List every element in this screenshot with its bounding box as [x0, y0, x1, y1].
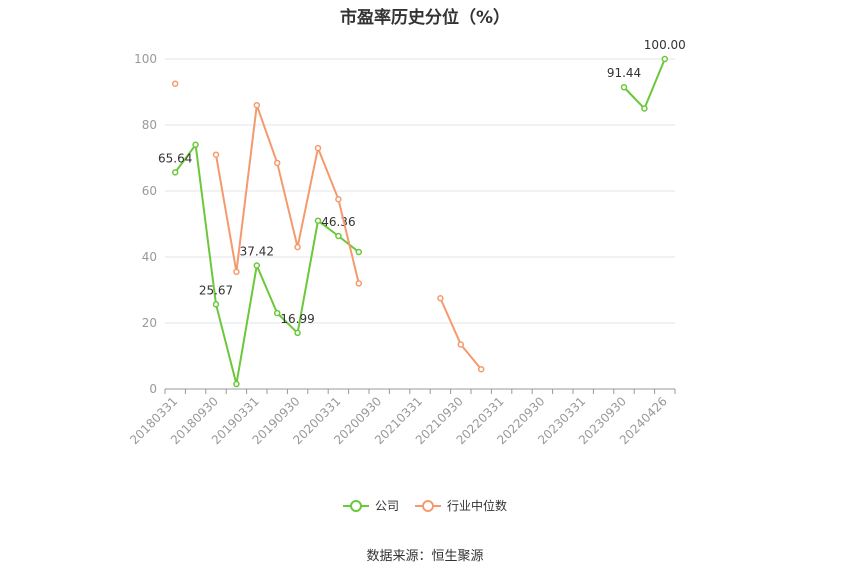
y-tick-label: 40 — [142, 250, 157, 264]
legend-label-company: 公司 — [374, 499, 399, 513]
data-point-industry-median — [233, 268, 240, 276]
data-label-company: 25.67 — [199, 283, 233, 297]
data-label-company: 65.64 — [158, 151, 192, 165]
data-point-industry-median — [171, 80, 179, 87]
data-point-company — [171, 169, 179, 176]
series-line-industry-median — [439, 297, 482, 370]
data-point-company — [253, 262, 261, 269]
data-label-company: 91.44 — [607, 66, 641, 80]
data-point-company — [355, 248, 363, 256]
data-point-industry-median — [273, 159, 281, 167]
data-point-company — [661, 55, 669, 63]
data-point-company — [212, 301, 220, 308]
data-point-company — [233, 380, 240, 388]
data-point-industry-median — [477, 365, 485, 373]
data-point-industry-median — [212, 151, 220, 158]
y-tick-label: 60 — [142, 184, 157, 198]
data-point-industry-median — [457, 341, 465, 348]
data-point-company — [620, 83, 628, 91]
legend-item-company[interactable]: 公司 — [342, 497, 399, 514]
data-label-company: 16.99 — [280, 312, 314, 326]
series-line-company — [174, 143, 360, 386]
data-point-industry-median — [253, 101, 261, 109]
data-point-company — [294, 329, 301, 337]
y-tick-label: 100 — [134, 52, 157, 66]
data-point-industry-median — [335, 196, 342, 203]
y-tick-label: 20 — [142, 316, 157, 330]
data-point-company — [192, 141, 199, 149]
legend-label-industry-median: 行业中位数 — [447, 499, 508, 513]
data-point-company — [641, 105, 648, 112]
data-label-company: 37.42 — [240, 245, 274, 259]
data-point-company — [335, 232, 342, 240]
data-label-company: 46.36 — [321, 215, 355, 229]
data-source: 数据来源：恒生聚源 — [366, 549, 484, 564]
data-label-company: 100.00 — [644, 38, 686, 52]
data-point-industry-median — [294, 243, 301, 251]
legend-marker-industry-median — [415, 499, 441, 512]
data-point-company — [273, 309, 281, 317]
series-line-industry-median — [215, 104, 360, 284]
data-point-industry-median — [355, 280, 363, 287]
data-point-industry-median — [437, 295, 444, 302]
legend-item-industry-median[interactable]: 行业中位数 — [415, 497, 507, 514]
chart-title: 市盈率历史分位（%） — [339, 8, 511, 28]
data-point-industry-median — [314, 144, 322, 152]
y-tick-label: 0 — [149, 382, 157, 396]
y-tick-label: 80 — [142, 118, 157, 132]
chart-legend: 公司 行业中位数 — [0, 497, 850, 514]
legend-marker-company — [342, 499, 369, 512]
data-point-company — [314, 217, 322, 224]
